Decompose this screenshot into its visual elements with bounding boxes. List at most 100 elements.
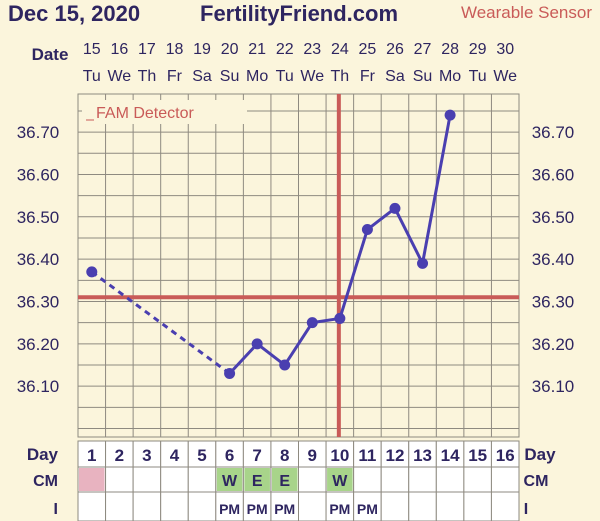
date-tick: 22 bbox=[276, 41, 294, 58]
y-tick-left: 36.50 bbox=[17, 208, 60, 227]
cm-cell bbox=[244, 468, 270, 491]
y-tick-left: 36.60 bbox=[17, 165, 60, 184]
intercourse-value: PM bbox=[219, 501, 240, 517]
table-cell bbox=[298, 466, 327, 493]
date-tick: 20 bbox=[221, 41, 239, 58]
day-tick: 6 bbox=[225, 446, 234, 465]
day-row-label: Day bbox=[27, 445, 59, 464]
temp-point bbox=[361, 224, 373, 236]
temp-line-segment bbox=[283, 321, 314, 366]
weekday-tick: Sa bbox=[385, 68, 405, 85]
table-cell bbox=[132, 466, 162, 493]
intercourse-row-label-right: I bbox=[524, 501, 528, 518]
cm-value: W bbox=[222, 473, 238, 490]
table-cell bbox=[325, 491, 355, 521]
intercourse-value: PM bbox=[274, 501, 295, 517]
cm-cell bbox=[271, 468, 298, 491]
temp-point bbox=[389, 202, 401, 214]
sensor-label: Wearable Sensor bbox=[460, 3, 592, 22]
table-cell bbox=[463, 491, 492, 521]
cm-cell bbox=[216, 468, 243, 491]
weekday-tick: Sa bbox=[192, 68, 212, 85]
table-cell bbox=[463, 466, 492, 493]
day-tick: 3 bbox=[142, 446, 151, 465]
table-cell bbox=[435, 466, 465, 493]
day-tick: 5 bbox=[197, 446, 206, 465]
weekday-tick: Fr bbox=[167, 68, 183, 85]
intercourse-row-label: I bbox=[54, 501, 58, 518]
temp-point bbox=[251, 338, 263, 350]
table-cell bbox=[490, 466, 520, 493]
y-tick-left: 36.30 bbox=[17, 292, 60, 311]
date-tick: 21 bbox=[248, 41, 266, 58]
temp-line-segment bbox=[338, 229, 369, 319]
table-cell bbox=[105, 491, 134, 521]
y-tick-left: 36.70 bbox=[17, 123, 60, 142]
plot-border bbox=[77, 93, 520, 438]
weekday-tick: We bbox=[493, 68, 517, 85]
weekday-tick: Fr bbox=[360, 68, 376, 85]
weekday-tick: Su bbox=[413, 68, 433, 85]
y-tick-left: 36.20 bbox=[17, 335, 60, 354]
day-tick: 16 bbox=[496, 446, 515, 465]
cm-row-label-right: CM bbox=[524, 473, 549, 490]
table-cell bbox=[187, 491, 217, 521]
temp-point bbox=[86, 266, 98, 278]
table-cell bbox=[298, 491, 327, 521]
day-tick: 12 bbox=[386, 446, 405, 465]
table-cell bbox=[408, 466, 437, 493]
date-tick: 19 bbox=[193, 41, 211, 58]
temp-point bbox=[306, 317, 318, 329]
table-cell bbox=[490, 491, 520, 521]
temp-point bbox=[224, 367, 236, 379]
legend-label: FAM Detector bbox=[96, 105, 194, 122]
period-cell bbox=[79, 468, 105, 491]
table-cell bbox=[353, 491, 382, 521]
table-cell bbox=[408, 491, 437, 521]
day-tick: 7 bbox=[252, 446, 261, 465]
day-tick: 15 bbox=[468, 446, 487, 465]
table-cell bbox=[242, 440, 272, 468]
day-tick: 10 bbox=[330, 446, 349, 465]
day-tick: 1 bbox=[87, 446, 96, 465]
y-tick-left: 36.40 bbox=[17, 250, 60, 269]
weekday-tick: We bbox=[300, 68, 324, 85]
temp-line-segment bbox=[393, 207, 424, 265]
weekday-tick: Tu bbox=[83, 68, 101, 85]
temp-line-segment bbox=[256, 342, 286, 367]
cm-value: E bbox=[252, 473, 263, 490]
weekday-tick: Mo bbox=[246, 68, 268, 85]
y-tick-right: 36.50 bbox=[532, 208, 575, 227]
day-tick: 2 bbox=[115, 446, 124, 465]
y-tick-right: 36.20 bbox=[532, 335, 575, 354]
y-tick-right: 36.60 bbox=[532, 165, 575, 184]
table-cell bbox=[160, 466, 189, 493]
weekday-tick: Th bbox=[138, 68, 157, 85]
day-tick: 11 bbox=[358, 446, 376, 465]
cm-row-label: CM bbox=[33, 473, 58, 490]
weekday-tick: We bbox=[107, 68, 131, 85]
temp-line-segment bbox=[228, 342, 259, 375]
y-tick-right: 36.10 bbox=[532, 377, 575, 396]
y-tick-right: 36.40 bbox=[532, 250, 575, 269]
date-tick: 15 bbox=[83, 41, 101, 58]
temp-point bbox=[444, 109, 456, 121]
temp-point bbox=[334, 312, 346, 324]
date-tick: 26 bbox=[386, 41, 404, 58]
table-cell bbox=[187, 466, 217, 493]
day-row-label-right: Day bbox=[524, 445, 556, 464]
date-tick: 17 bbox=[138, 41, 156, 58]
cm-cell bbox=[327, 468, 353, 491]
table-cell bbox=[105, 466, 134, 493]
intercourse-value: PM bbox=[247, 501, 268, 517]
weekday-tick: Tu bbox=[469, 68, 487, 85]
y-tick-left: 36.10 bbox=[17, 377, 60, 396]
temp-line-segment bbox=[421, 114, 452, 264]
date-tick: 25 bbox=[359, 41, 377, 58]
table-cell bbox=[435, 491, 465, 521]
table-cell bbox=[325, 440, 355, 468]
cm-value: W bbox=[332, 473, 348, 490]
date-tick: 23 bbox=[303, 41, 321, 58]
date-tick: 29 bbox=[469, 41, 487, 58]
